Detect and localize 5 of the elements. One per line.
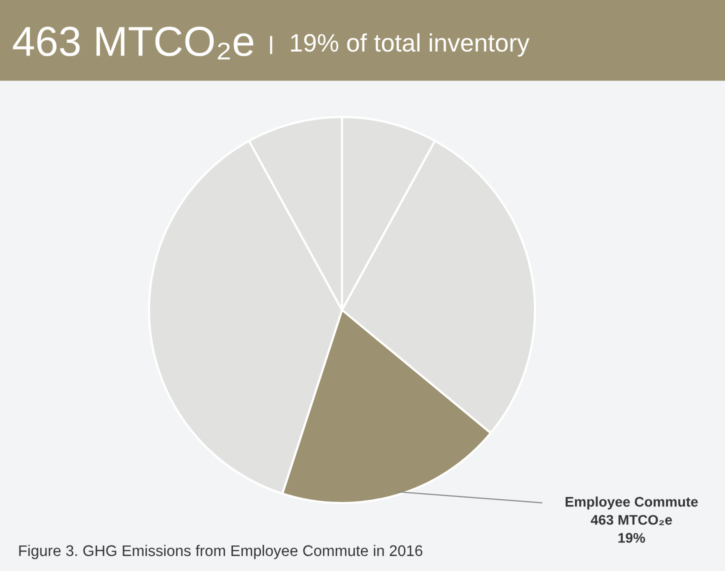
- chart-title: 463 MTCO₂e: [12, 26, 254, 60]
- chart-subtitle: 19% of total inventory: [291, 33, 530, 57]
- data-label: 463 MTCO₂e 19%: [590, 514, 672, 543]
- slice-label: Employee Commute: [566, 496, 698, 510]
- caption: Figure 3. GHG Emissions from Employee Commute in 2016: [19, 544, 422, 560]
